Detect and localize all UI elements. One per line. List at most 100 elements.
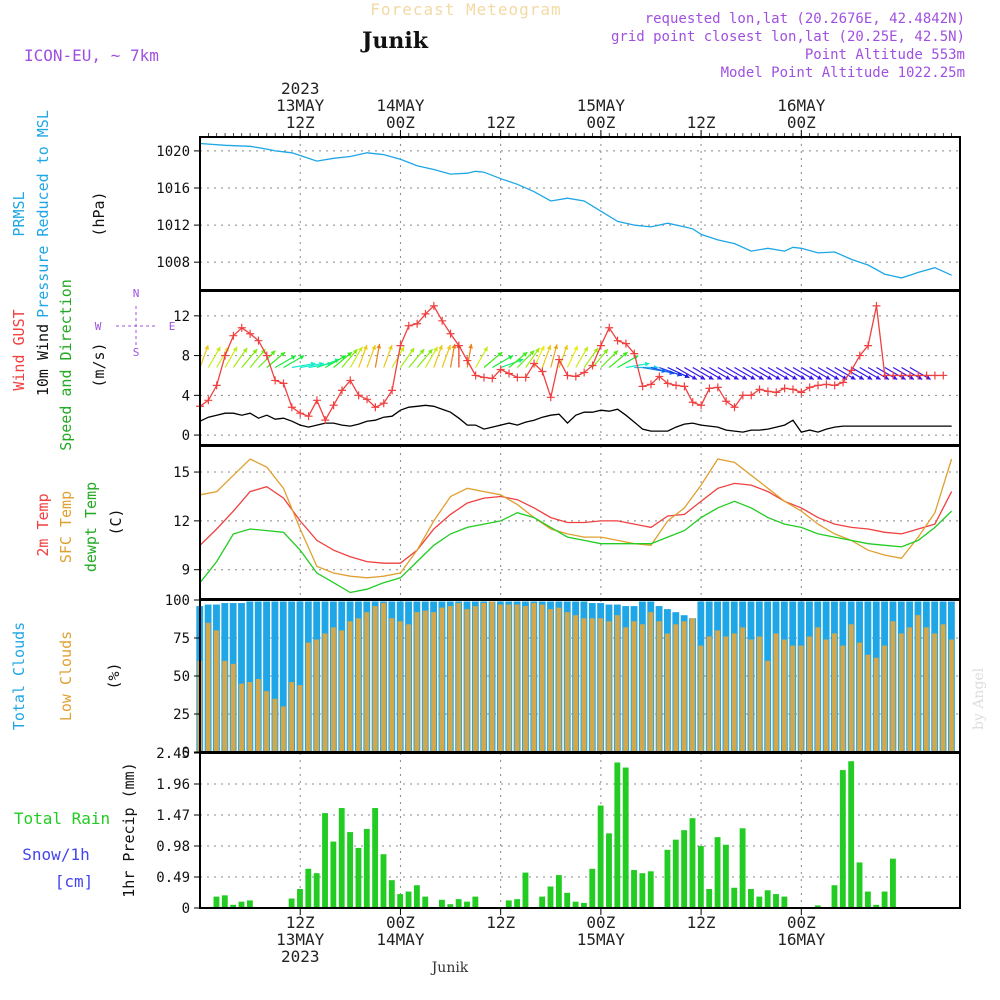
low-cloud-bar [815, 627, 821, 752]
rain-bar [347, 832, 354, 908]
top-time-label: 13MAY [276, 96, 325, 115]
model-altitude: Model Point Altitude 1022.25m [721, 65, 965, 81]
wind-arrow-head [534, 347, 540, 353]
wind-arrow-head [522, 352, 528, 357]
precip-unit: 1hr Precip (mm) [120, 762, 138, 897]
low-cloud-bar [706, 636, 712, 752]
wind-gust-point [363, 395, 372, 404]
wind-arrow-head [546, 344, 552, 350]
wind-arrow-head [299, 355, 305, 360]
wind-arrow-head [691, 375, 697, 380]
wind-gust-point [379, 399, 388, 408]
wind-gust-point [822, 380, 831, 389]
wind-arrow-head [438, 344, 443, 350]
rain-bar [388, 880, 395, 908]
y-tick-label: 1.47 [156, 808, 190, 824]
y-tick-label: 75 [173, 631, 190, 647]
wind-gust-point [530, 359, 539, 368]
low-cloud-bar [330, 627, 336, 752]
low-cloud-label: Low Clouds [57, 631, 75, 721]
rain-bar [372, 808, 379, 908]
wind-gust-point [788, 385, 797, 394]
pressure-unit: (hPa) [90, 191, 108, 236]
low-cloud-bar [581, 618, 587, 752]
wind-gust-point [872, 301, 881, 310]
compass-e: E [169, 320, 176, 333]
low-cloud-bar [798, 645, 804, 752]
y-tick-label: 0 [182, 428, 190, 444]
low-cloud-bar [823, 639, 829, 752]
wind-gust-point [555, 355, 564, 364]
low-cloud-bar [305, 642, 311, 752]
rain-bar [647, 871, 654, 908]
rain-bar [413, 885, 420, 908]
wind-gust-point [855, 351, 864, 360]
temp-sfc-line [199, 458, 953, 579]
rain-bar [313, 873, 320, 908]
wind-arrow-head [783, 375, 789, 380]
dewpt-line [199, 500, 953, 594]
wind-arrow-head [850, 375, 856, 380]
rain-bar [472, 896, 479, 908]
wind-gust-point [212, 381, 221, 390]
low-cloud-bar [639, 624, 645, 752]
wind-arrow-head [388, 344, 393, 350]
wind-arrow-head [280, 352, 286, 357]
low-cloud-bar [472, 606, 478, 752]
wind-gust-point [897, 371, 906, 380]
y-tick-label: 50 [173, 669, 190, 685]
wind-gust-point [755, 385, 764, 394]
wind-gust-point [805, 383, 814, 392]
wind-arrow-head [468, 343, 474, 349]
low-cloud-bar [489, 601, 495, 752]
wind-gust-point [889, 371, 898, 380]
rain-bar [814, 905, 821, 908]
low-cloud-bar [439, 607, 445, 752]
rain-bar [380, 854, 387, 908]
wind-speed-label: Speed and Direction [57, 279, 75, 451]
rain-bar [856, 862, 863, 908]
pressure-label-prmsl: PRMSL [10, 191, 28, 236]
wind-gust-point [655, 372, 664, 381]
bottom-time-label: 14MAY [376, 930, 425, 949]
low-cloud-bar [857, 642, 862, 752]
wind-gust-point [763, 387, 772, 396]
low-cloud-bar [865, 654, 871, 752]
wind-arrow-head [540, 345, 545, 351]
rain-bar [873, 904, 880, 908]
wind-gust-point [271, 376, 280, 385]
low-cloud-bar [381, 603, 386, 752]
wind-gust-point [839, 378, 848, 387]
pressure-label-msl: Pressure Reduced to MSL [34, 110, 52, 318]
wind-gust-point [780, 384, 789, 393]
wind-arrow-head [358, 346, 363, 352]
top-time-label: 2023 [281, 79, 320, 98]
low-cloud-bar [297, 685, 303, 752]
wind-gust-point [613, 336, 622, 345]
low-cloud-bar [940, 624, 946, 752]
wind-arrow-head [433, 346, 438, 352]
rain-bar [781, 896, 788, 908]
wind-gust-point [488, 374, 497, 383]
low-cloud-bar [272, 698, 278, 752]
wind-arrow-head [409, 347, 415, 353]
wind-gust-point [413, 319, 422, 328]
wind-gust-point [663, 379, 672, 388]
low-cloud-bar [247, 682, 253, 752]
low-cloud-bar [748, 639, 754, 752]
rain-bar [848, 761, 855, 908]
wind-arrow-head [451, 343, 457, 349]
low-cloud-bar [589, 618, 595, 752]
rain-bar [522, 872, 529, 908]
rain-bar [890, 858, 896, 908]
y-tick-label: 1.96 [156, 777, 190, 793]
low-cloud-bar [832, 633, 837, 752]
wind-gust-point [605, 323, 614, 332]
rain-bar [505, 900, 512, 908]
wind-gust-point [814, 381, 823, 390]
low-cloud-bar [230, 663, 236, 752]
top-time-label: 00Z [787, 113, 816, 132]
wind-arrow-head [766, 375, 772, 380]
wind-gust-point [321, 416, 330, 425]
